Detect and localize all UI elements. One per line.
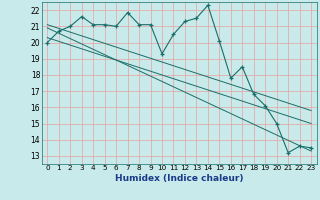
X-axis label: Humidex (Indice chaleur): Humidex (Indice chaleur)	[115, 174, 244, 183]
